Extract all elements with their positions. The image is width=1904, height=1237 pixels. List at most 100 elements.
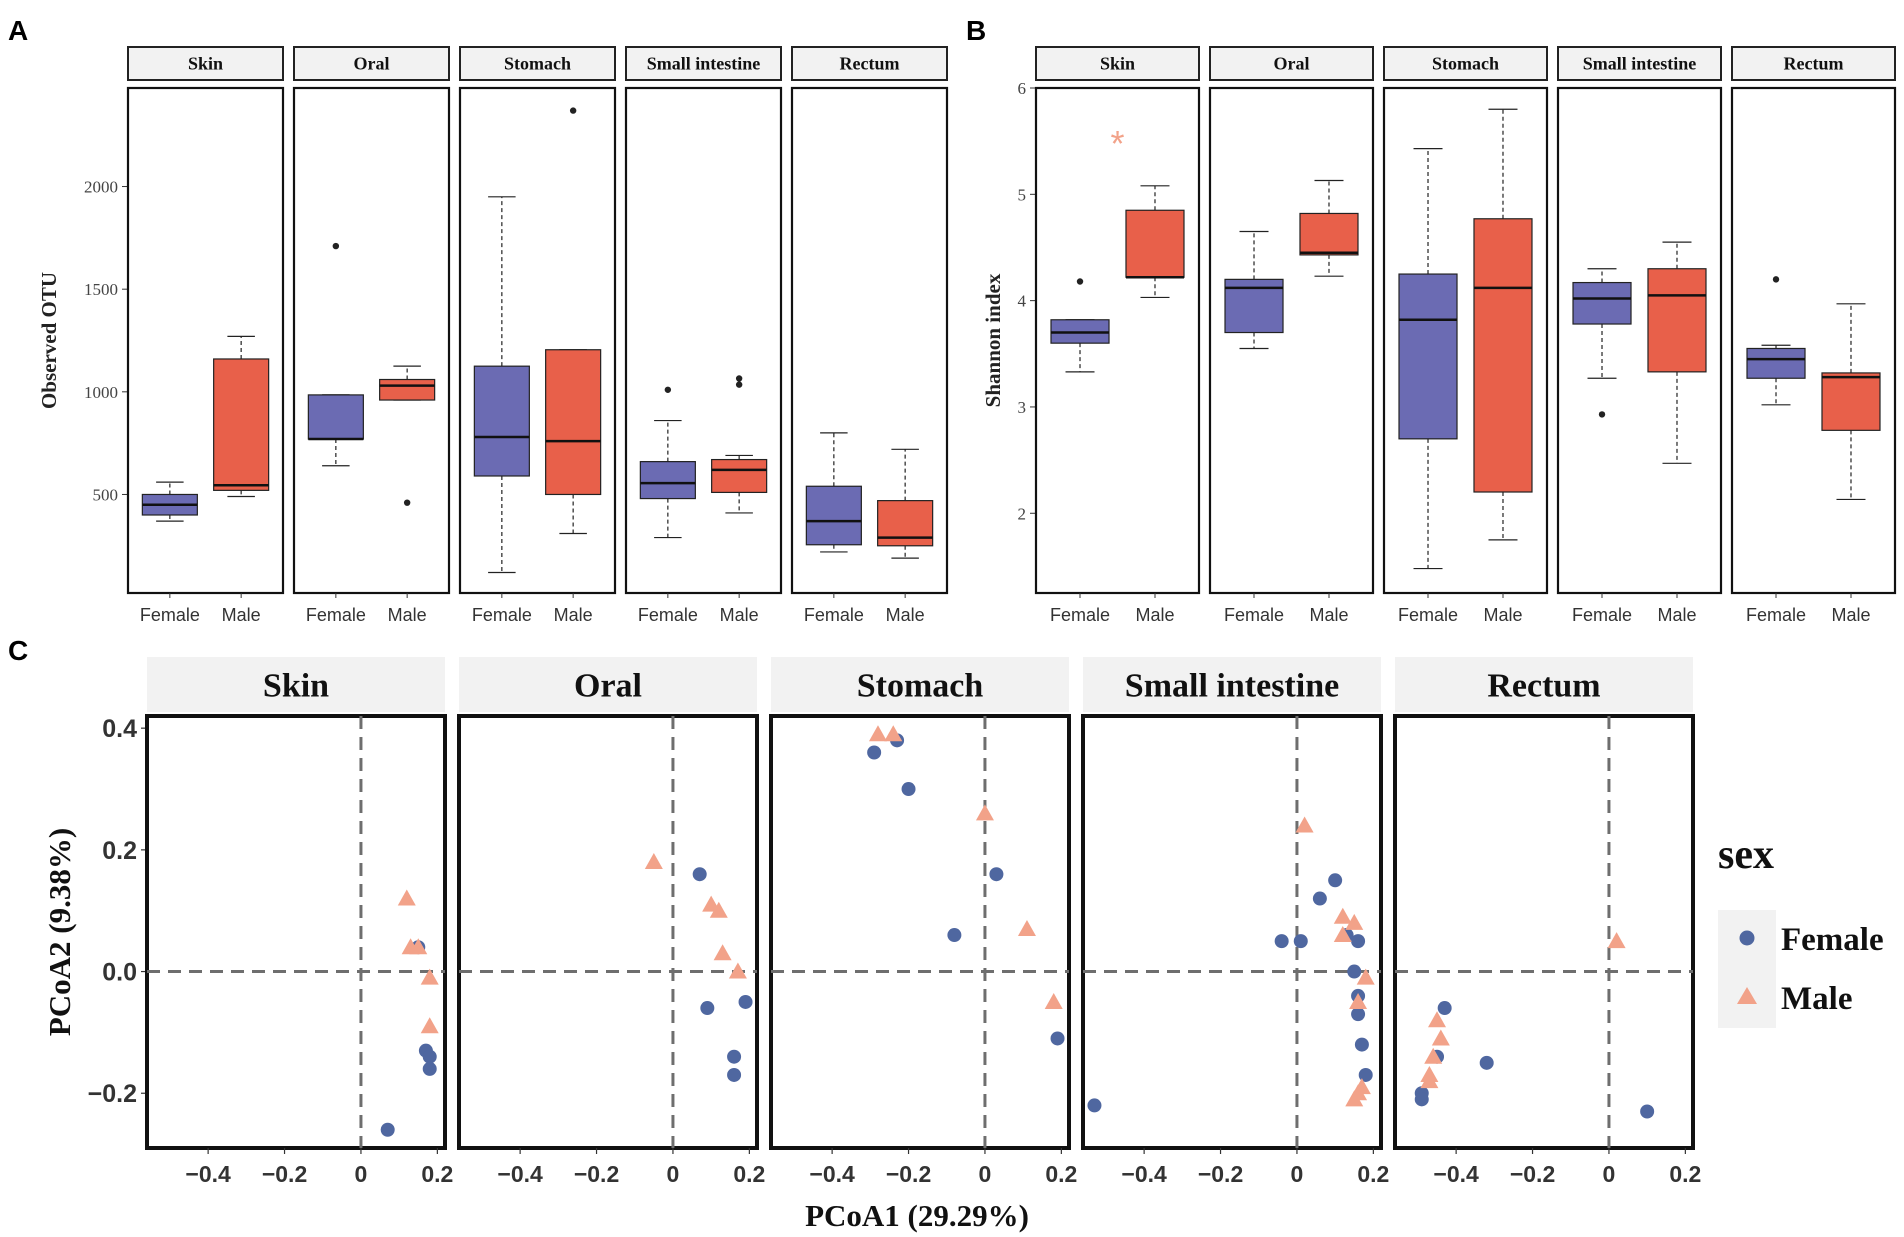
male-point bbox=[1607, 932, 1626, 949]
x-tick-label: 0 bbox=[979, 1161, 992, 1187]
facet-panel-frame bbox=[1393, 714, 1695, 1150]
male-point bbox=[868, 725, 887, 742]
female-box bbox=[307, 394, 364, 440]
male-box bbox=[1821, 372, 1881, 431]
female-point bbox=[901, 782, 916, 797]
female-box-group bbox=[307, 242, 364, 467]
x-axis-label: PCoA1 (29.29%) bbox=[805, 1198, 1029, 1233]
x-tick-label-female: Female bbox=[1572, 605, 1632, 625]
male-box bbox=[1647, 268, 1707, 373]
x-tick-label: −0.4 bbox=[1433, 1161, 1479, 1187]
male-point bbox=[1356, 968, 1375, 985]
facet-skin: Skin −0.4 −0.2 0 0.2 bbox=[145, 657, 453, 1187]
x-tick-label: −0.4 bbox=[809, 1161, 855, 1187]
x-tick-label: 0 bbox=[1603, 1161, 1616, 1187]
facet-strip bbox=[459, 46, 616, 81]
facet-strip-label: Rectum bbox=[840, 54, 900, 74]
x-tick-label-female: Female bbox=[1746, 605, 1806, 625]
female-point bbox=[727, 1049, 742, 1064]
female-point bbox=[1354, 1037, 1369, 1052]
facet-panel-frame bbox=[1081, 714, 1383, 1150]
legend-female-marker bbox=[1739, 930, 1755, 946]
female-point bbox=[422, 1061, 437, 1076]
male-point bbox=[420, 1017, 439, 1034]
facet-skin: Skin Female Male bbox=[126, 46, 285, 625]
x-tick-label-female: Female bbox=[306, 605, 366, 625]
male-box-group bbox=[1821, 303, 1881, 501]
female-point bbox=[1358, 1067, 1373, 1082]
y-tick-label: 0.2 bbox=[102, 837, 137, 865]
male-point bbox=[713, 944, 732, 961]
facet-small-intestine: Small intestine Female Male bbox=[1556, 46, 1723, 625]
male-outlier-point bbox=[735, 375, 743, 382]
female-box-group bbox=[473, 196, 530, 574]
facet-strip-label: Oral bbox=[354, 54, 390, 74]
facet-oral: Oral −0.4 −0.2 0 0.2 bbox=[457, 657, 765, 1187]
facet-strip bbox=[1395, 657, 1693, 712]
female-box-group bbox=[1572, 268, 1632, 418]
male-point bbox=[409, 938, 428, 955]
female-point bbox=[1640, 1104, 1655, 1119]
male-point bbox=[884, 725, 903, 742]
female-point bbox=[422, 1049, 437, 1064]
male-point bbox=[709, 901, 728, 918]
female-box-group bbox=[639, 386, 696, 539]
female-box bbox=[639, 461, 696, 500]
x-tick-label: −0.2 bbox=[886, 1161, 931, 1187]
facet-strip-label: Rectum bbox=[1784, 54, 1844, 74]
male-outlier-point bbox=[735, 381, 743, 388]
x-tick-label-male: Male bbox=[554, 605, 593, 625]
male-outlier-point bbox=[403, 499, 411, 506]
male-outlier-point bbox=[569, 107, 577, 114]
x-tick-label: 0.2 bbox=[1045, 1161, 1077, 1187]
x-tick-label: 0.2 bbox=[733, 1161, 765, 1187]
facet-stomach: Stomach Female Male bbox=[1382, 46, 1549, 625]
facet-strip bbox=[1557, 46, 1722, 81]
x-tick-label-male: Male bbox=[388, 605, 427, 625]
facet-strip-label: Rectum bbox=[1487, 668, 1600, 705]
x-tick-label: −0.2 bbox=[262, 1161, 307, 1187]
female-box-group bbox=[1050, 278, 1110, 373]
facet-small-intestine: Small intestine Female Male bbox=[624, 46, 783, 625]
facet-panel-frame bbox=[624, 86, 783, 595]
facet-rectum: Rectum Female Male bbox=[790, 46, 949, 625]
facet-skin: Skin Female Male * bbox=[1034, 46, 1201, 625]
x-tick-label-female: Female bbox=[804, 605, 864, 625]
panel-letter-c: C bbox=[8, 635, 28, 666]
female-point bbox=[380, 1122, 395, 1137]
x-tick-label: 0 bbox=[1291, 1161, 1304, 1187]
facet-strip bbox=[625, 46, 782, 81]
female-box bbox=[1746, 347, 1806, 379]
female-point bbox=[1414, 1092, 1429, 1107]
female-point bbox=[1293, 934, 1308, 949]
female-box-group bbox=[805, 432, 862, 553]
x-tick-label: 0.2 bbox=[1357, 1161, 1389, 1187]
x-tick-label-male: Male bbox=[1831, 605, 1870, 625]
facet-panel-frame bbox=[292, 86, 451, 595]
x-tick-label: 0 bbox=[355, 1161, 368, 1187]
y-tick-label: 6 bbox=[1018, 79, 1027, 98]
facet-strip-label: Small intestine bbox=[1583, 54, 1697, 74]
male-point bbox=[1345, 1090, 1364, 1107]
male-point bbox=[1424, 1047, 1443, 1064]
x-tick-label-female: Female bbox=[1398, 605, 1458, 625]
facet-panel-frame bbox=[457, 714, 759, 1150]
facet-panel-frame bbox=[1730, 86, 1897, 595]
male-point bbox=[1295, 816, 1314, 833]
facet-strip-label: Skin bbox=[1100, 54, 1135, 74]
female-box bbox=[1572, 281, 1632, 325]
female-outlier-point bbox=[1598, 411, 1606, 418]
facet-strip bbox=[1083, 657, 1381, 712]
female-point bbox=[1351, 1007, 1366, 1022]
facet-strip bbox=[293, 46, 450, 81]
facet-rectum: Rectum −0.4 −0.2 0 0.2 bbox=[1393, 657, 1701, 1187]
x-tick-label: −0.2 bbox=[574, 1161, 619, 1187]
x-tick-label: 0 bbox=[667, 1161, 680, 1187]
male-point bbox=[1345, 913, 1364, 930]
significance-asterisk: * bbox=[1110, 123, 1124, 164]
x-tick-label-male: Male bbox=[1657, 605, 1696, 625]
male-point bbox=[420, 968, 439, 985]
female-point bbox=[1050, 1031, 1065, 1046]
chart-a-observed-otu: Observed OTU 500 1000 1500 2000 Skin Female Mal… bbox=[37, 46, 949, 625]
